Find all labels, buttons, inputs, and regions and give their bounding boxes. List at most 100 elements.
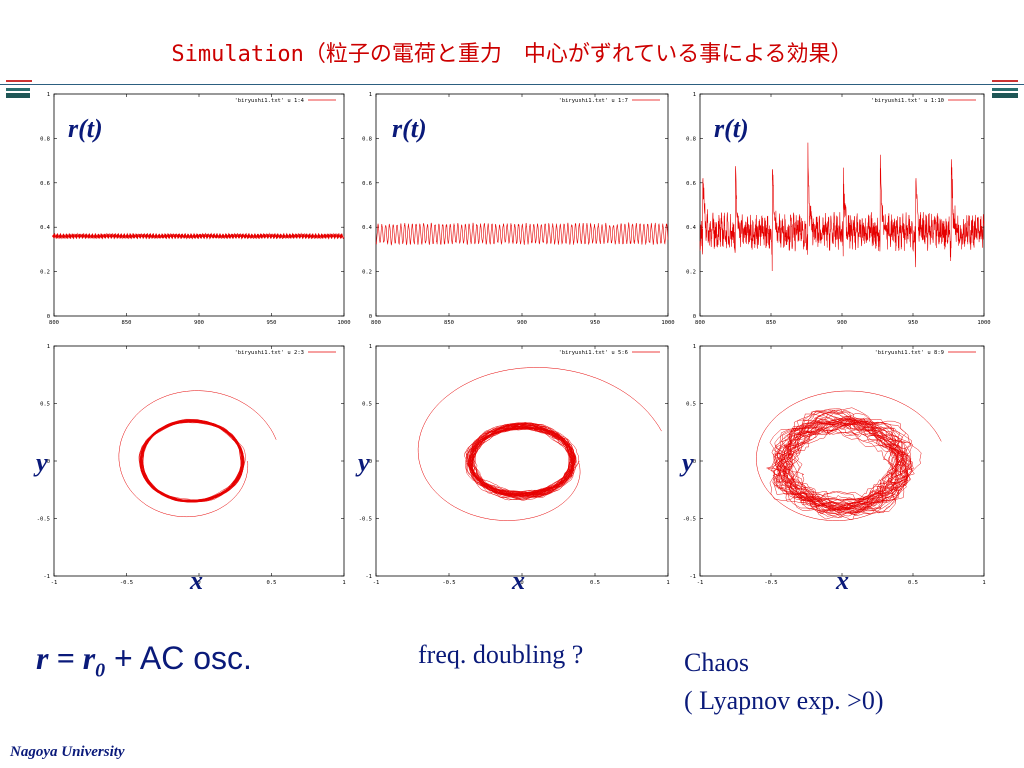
x-tick-label: 950 [590,320,600,326]
o2-ylabel: y [358,448,370,477]
series-marker [150,233,155,239]
legend-label: 'biryushi1.txt' u 8:9 [874,350,944,356]
series-marker [87,233,92,239]
x-tick-label: 0.5 [267,580,277,586]
series-marker [115,233,120,239]
series-marker [71,233,76,239]
y-tick-label: 0.6 [362,181,372,187]
series-marker [233,233,238,239]
series-marker [131,233,136,239]
series-marker [265,233,270,239]
x-tick-label: 800 [371,320,381,326]
series-marker [112,233,117,239]
y-tick-label: 0.5 [686,402,696,408]
series-marker [163,233,168,239]
footer-university: Nagoya University [10,744,125,760]
series-marker [109,233,114,239]
orbit-transient [756,390,942,521]
series-marker [58,233,63,239]
o1-xlabel: x [190,566,203,595]
x-tick-label: 850 [444,320,454,326]
series-marker [291,233,296,239]
caption-freq-doubling: freq. doubling ? [418,640,584,669]
series-marker [138,233,143,239]
y-tick-label: 0.2 [40,270,50,276]
x-tick-label: 0 [197,580,200,586]
series-marker [182,233,187,239]
x-tick-label: 950 [267,320,277,326]
caption-lyapnov: ( Lyapnov exp. >0) [684,686,884,715]
series-marker [310,233,315,239]
legend-label: 'biryushi1.txt' u 1:4 [234,98,304,104]
y-tick-label: 0.2 [362,270,372,276]
x-tick-label: -0.5 [120,580,133,586]
series-marker [205,233,210,239]
chart-o2: -1 -0.5 0 0.5 1 -1 -0.5 0 0.5 1 'biryushi1.txt' u … [352,340,674,594]
plot-frame [699,345,985,577]
x-tick-label: 0.5 [908,580,918,586]
series-marker [189,233,194,239]
y-tick-label: -1 [689,574,696,580]
series-marker [52,233,56,239]
series-marker [281,233,286,239]
left-decoration [6,80,32,98]
series-marker [268,233,273,239]
chart-o3-svg: -1 -0.5 0 0.5 1 -1 -0.5 0 0.5 1 'biryushi1.txt' u … [683,344,986,586]
series-marker [118,233,123,239]
y-tick-label: -0.5 [359,517,372,523]
series-marker [147,233,152,239]
x-tick-label: 900 [837,320,847,326]
y-tick-label: -1 [43,574,50,580]
orbit-transient [118,390,277,518]
series-marker [208,233,213,239]
x-tick-label: 0.5 [590,580,600,586]
chart-o3: -1 -0.5 0 0.5 1 -1 -0.5 0 0.5 1 'biryushi1.txt' u … [676,340,990,594]
caption-ac-tail: + AC osc. [105,640,252,676]
series-marker [237,233,242,239]
x-tick-label: 1 [666,580,669,586]
series-line [699,142,985,272]
x-tick-label: 0 [840,580,843,586]
series-marker [192,233,197,239]
y-tick-label: 1 [369,344,372,350]
orbit-transient [417,367,662,521]
series-marker [323,233,328,239]
caption-ac-osc: r = r0 + AC osc. [36,640,252,682]
series-marker [64,233,69,239]
series-marker [329,233,334,239]
r2-overlay-label: r(t) [392,114,427,143]
x-tick-label: 900 [194,320,204,326]
series-marker [83,233,88,239]
series-marker [141,233,146,239]
x-tick-label: -1 [373,580,380,586]
legend-label: 'biryushi1.txt' u 2:3 [234,350,304,356]
x-tick-label: 1 [982,580,985,586]
series-marker [157,233,162,239]
y-tick-label: -0.5 [683,517,696,523]
series-marker [99,233,104,239]
orbit-trajectory [766,407,922,520]
series-marker [217,233,222,239]
x-tick-label: 850 [766,320,776,326]
series-marker [249,233,254,239]
y-tick-label: 0 [693,459,696,465]
y-tick-label: -1 [365,574,372,580]
series-marker [294,233,299,239]
o2-xlabel: x [512,566,525,595]
y-tick-label: 1 [369,92,372,98]
series-marker [61,233,66,239]
r1-overlay-label: r(t) [68,114,103,143]
series-marker [252,233,257,239]
y-tick-label: 0.5 [362,402,372,408]
y-tick-label: -0.5 [37,517,50,523]
x-tick-label: 1000 [661,320,674,326]
x-tick-label: 1 [342,580,345,586]
y-tick-label: 0 [369,314,372,320]
y-tick-label: 1 [693,344,696,350]
series-marker [332,233,337,239]
series-marker [339,233,344,239]
series-marker [259,233,264,239]
series-marker [262,233,267,239]
y-tick-label: 0.4 [362,225,373,231]
y-tick-label: 0.2 [686,270,696,276]
